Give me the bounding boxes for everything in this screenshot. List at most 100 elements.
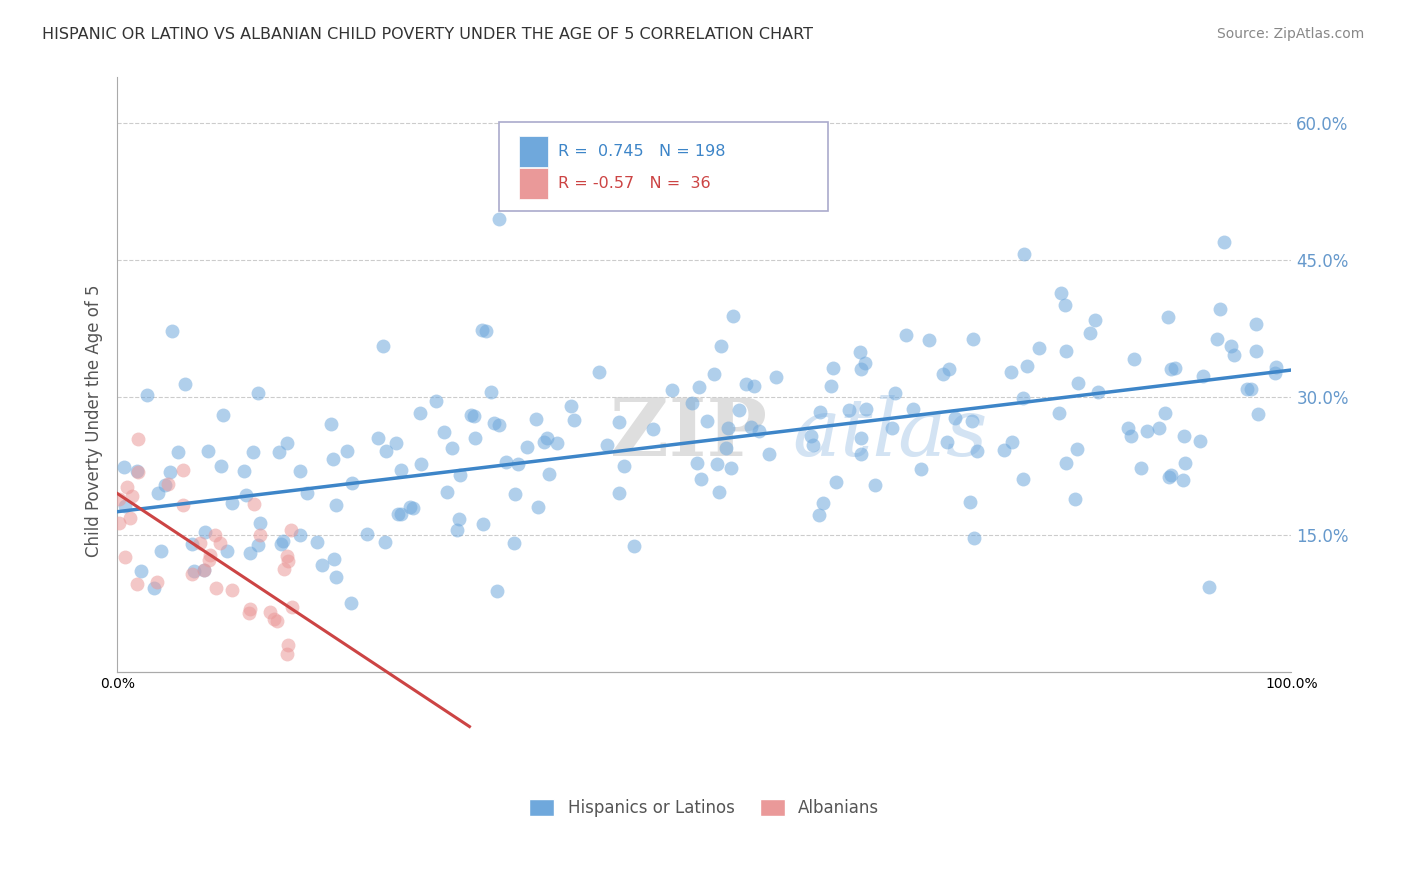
Point <box>1220 339 1243 353</box>
Point <box>820 378 842 392</box>
Point <box>1050 286 1073 301</box>
Point <box>748 424 770 438</box>
Point <box>373 339 395 353</box>
Point <box>235 488 257 502</box>
Point <box>409 457 432 471</box>
Point <box>485 583 508 598</box>
Point <box>270 537 292 551</box>
Point <box>1084 312 1107 326</box>
Point <box>811 496 834 510</box>
Point <box>744 379 766 393</box>
Point <box>1198 581 1220 595</box>
Point <box>1154 406 1177 420</box>
Point <box>212 409 235 423</box>
Point <box>249 528 271 542</box>
Point <box>340 475 363 490</box>
Point <box>800 429 823 443</box>
Point <box>1000 365 1022 379</box>
Point <box>1028 341 1050 355</box>
Point <box>1063 492 1085 507</box>
FancyBboxPatch shape <box>499 122 828 211</box>
Point <box>127 466 149 480</box>
Point <box>533 435 555 450</box>
Point <box>391 463 413 477</box>
Point <box>1247 407 1270 421</box>
Point <box>838 402 860 417</box>
Point <box>808 508 831 523</box>
Point <box>259 605 281 619</box>
Point <box>197 444 219 458</box>
Point <box>108 516 131 530</box>
Point <box>1017 359 1039 373</box>
Point <box>374 535 396 549</box>
Point <box>821 360 844 375</box>
Point <box>524 412 547 426</box>
Point <box>242 444 264 458</box>
Point <box>263 612 285 626</box>
Point <box>1264 367 1286 381</box>
Point <box>506 457 529 471</box>
Text: R = -0.57   N =  36: R = -0.57 N = 36 <box>558 177 710 191</box>
Point <box>505 487 527 501</box>
Point <box>1056 344 1078 359</box>
Y-axis label: Child Poverty Under the Age of 5: Child Poverty Under the Age of 5 <box>86 284 103 557</box>
Point <box>959 494 981 508</box>
Point <box>641 422 664 436</box>
Point <box>1054 298 1077 312</box>
Point <box>623 539 645 553</box>
Point <box>131 564 153 578</box>
Point <box>460 408 482 422</box>
Point <box>901 402 924 417</box>
Point <box>936 434 959 449</box>
Point <box>1213 235 1236 249</box>
Point <box>193 563 215 577</box>
Point <box>319 417 342 432</box>
Point <box>367 431 389 445</box>
Point <box>707 484 730 499</box>
Point <box>409 406 432 420</box>
Point <box>281 600 304 615</box>
Point <box>387 507 409 521</box>
Point <box>479 385 502 400</box>
Point <box>307 535 329 549</box>
Point <box>188 535 211 549</box>
Point <box>849 431 872 445</box>
Point <box>183 564 205 578</box>
Point <box>136 388 159 402</box>
Point <box>146 486 169 500</box>
Point <box>339 596 361 610</box>
Point <box>482 416 505 430</box>
Text: Source: ZipAtlas.com: Source: ZipAtlas.com <box>1216 27 1364 41</box>
Point <box>962 414 984 428</box>
Point <box>174 377 197 392</box>
Point <box>536 431 558 445</box>
Point <box>325 570 347 584</box>
Point <box>728 403 751 417</box>
Point <box>735 376 758 391</box>
Point <box>488 418 510 433</box>
Point <box>238 606 260 620</box>
Point <box>276 647 298 661</box>
Text: R =  0.745   N = 198: R = 0.745 N = 198 <box>558 144 725 159</box>
Point <box>311 558 333 572</box>
Point <box>1129 461 1152 475</box>
Point <box>120 511 142 525</box>
Point <box>546 435 568 450</box>
Point <box>855 402 877 417</box>
Point <box>266 614 288 628</box>
Point <box>917 333 939 347</box>
Point <box>1116 421 1139 435</box>
Point <box>290 528 312 542</box>
Point <box>449 468 471 483</box>
Point <box>495 455 517 469</box>
Point <box>1123 351 1146 366</box>
Point <box>703 367 725 381</box>
Point <box>1222 348 1244 362</box>
Point <box>1136 424 1159 438</box>
Point <box>215 544 238 558</box>
Point <box>1171 473 1194 487</box>
Point <box>249 516 271 530</box>
Point <box>1160 467 1182 482</box>
Text: atlas: atlas <box>793 395 988 473</box>
Point <box>686 456 709 470</box>
